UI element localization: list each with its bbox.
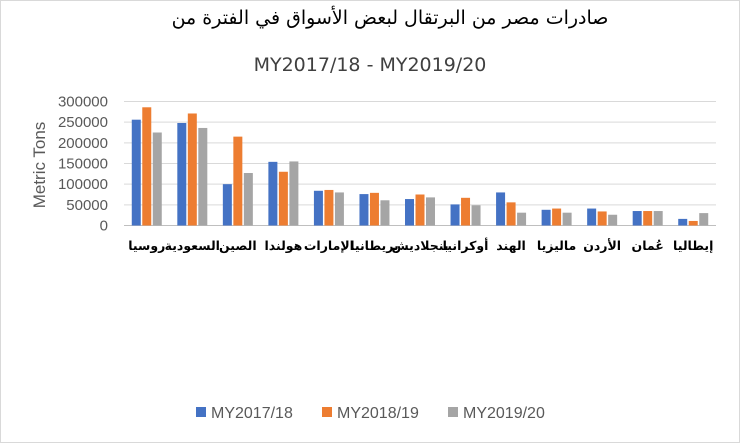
x-tick-label: هولندا [264, 238, 302, 253]
bar [471, 205, 481, 226]
bar [142, 107, 152, 226]
x-tick-label: روسيا [128, 238, 165, 253]
gridlines [124, 101, 716, 226]
bar [643, 211, 653, 226]
legend-swatch [322, 407, 332, 417]
bar [632, 211, 642, 226]
bar [222, 184, 232, 226]
legend-label: MY2017/18 [211, 405, 293, 422]
bar [198, 127, 208, 226]
legend: MY2017/18 MY2018/19 MY2019/20 [196, 405, 545, 422]
x-axis-labels: روسيا السعودية الصين هولندا الإماراتبريطانيا… [128, 237, 713, 253]
x-tick-label: الإمارات [304, 238, 354, 253]
bar [426, 197, 435, 226]
bar [380, 200, 390, 226]
y-tick-label: 50000 [66, 197, 108, 214]
bar [678, 218, 688, 226]
y-tick-label: 200000 [58, 135, 108, 152]
x-tick-label: عُمان [632, 238, 664, 253]
y-tick-label: 300000 [58, 94, 108, 111]
bar [699, 213, 709, 226]
bar [289, 161, 299, 226]
bar [496, 192, 506, 226]
bar [131, 119, 141, 226]
y-tick-label: 0 [100, 218, 108, 235]
x-tick-label: أوكرانيا [443, 237, 489, 253]
bar [313, 190, 323, 226]
x-tick-label: بريطانيا [350, 238, 399, 253]
bar [268, 161, 278, 226]
bar [177, 122, 187, 226]
bar [415, 194, 425, 226]
bar [187, 113, 197, 226]
x-tick-label: ماليزيا [537, 238, 576, 253]
x-tick-label: إيطاليا [673, 238, 713, 253]
y-tick-label: 250000 [58, 114, 108, 131]
bar [450, 204, 460, 226]
bar [587, 208, 597, 226]
bar [552, 208, 562, 226]
chart-subtitle: MY2017/18 - MY2019/20 [254, 54, 487, 76]
y-axis-ticks: 0 50000 100000 150000 200000 250000 300000 [58, 94, 108, 235]
chart-title: صادرات مصر من البرتقال لبعض الأسواق في ا… [172, 6, 609, 29]
bar [608, 214, 618, 226]
x-tick-label: الصين [219, 238, 257, 253]
bar [324, 189, 334, 226]
bar [359, 194, 369, 226]
x-tick-label: الهند [496, 238, 526, 253]
bar [541, 209, 551, 226]
y-axis-label: Metric Tons [30, 122, 49, 209]
legend-swatch [448, 407, 458, 417]
legend-label: MY2018/19 [337, 405, 419, 422]
bar [506, 202, 516, 226]
x-tick-label: بنجلاديش [391, 238, 448, 253]
y-tick-label: 100000 [58, 176, 108, 193]
bars [131, 107, 709, 226]
bar [688, 220, 698, 226]
legend-label: MY2019/20 [463, 405, 545, 422]
bar [152, 132, 162, 226]
x-tick-label: السعودية [165, 238, 220, 253]
bar [369, 192, 379, 226]
legend-swatch [196, 407, 206, 417]
bar [517, 212, 527, 226]
bar [233, 136, 243, 226]
bar [653, 211, 663, 226]
x-tick-label: الأردن [583, 238, 621, 253]
bar [278, 171, 288, 226]
bar [243, 173, 253, 226]
bar [405, 199, 414, 226]
y-tick-label: 150000 [58, 156, 108, 173]
bar [562, 212, 572, 226]
bar [334, 192, 344, 226]
bar [461, 197, 471, 226]
bar [597, 211, 607, 226]
